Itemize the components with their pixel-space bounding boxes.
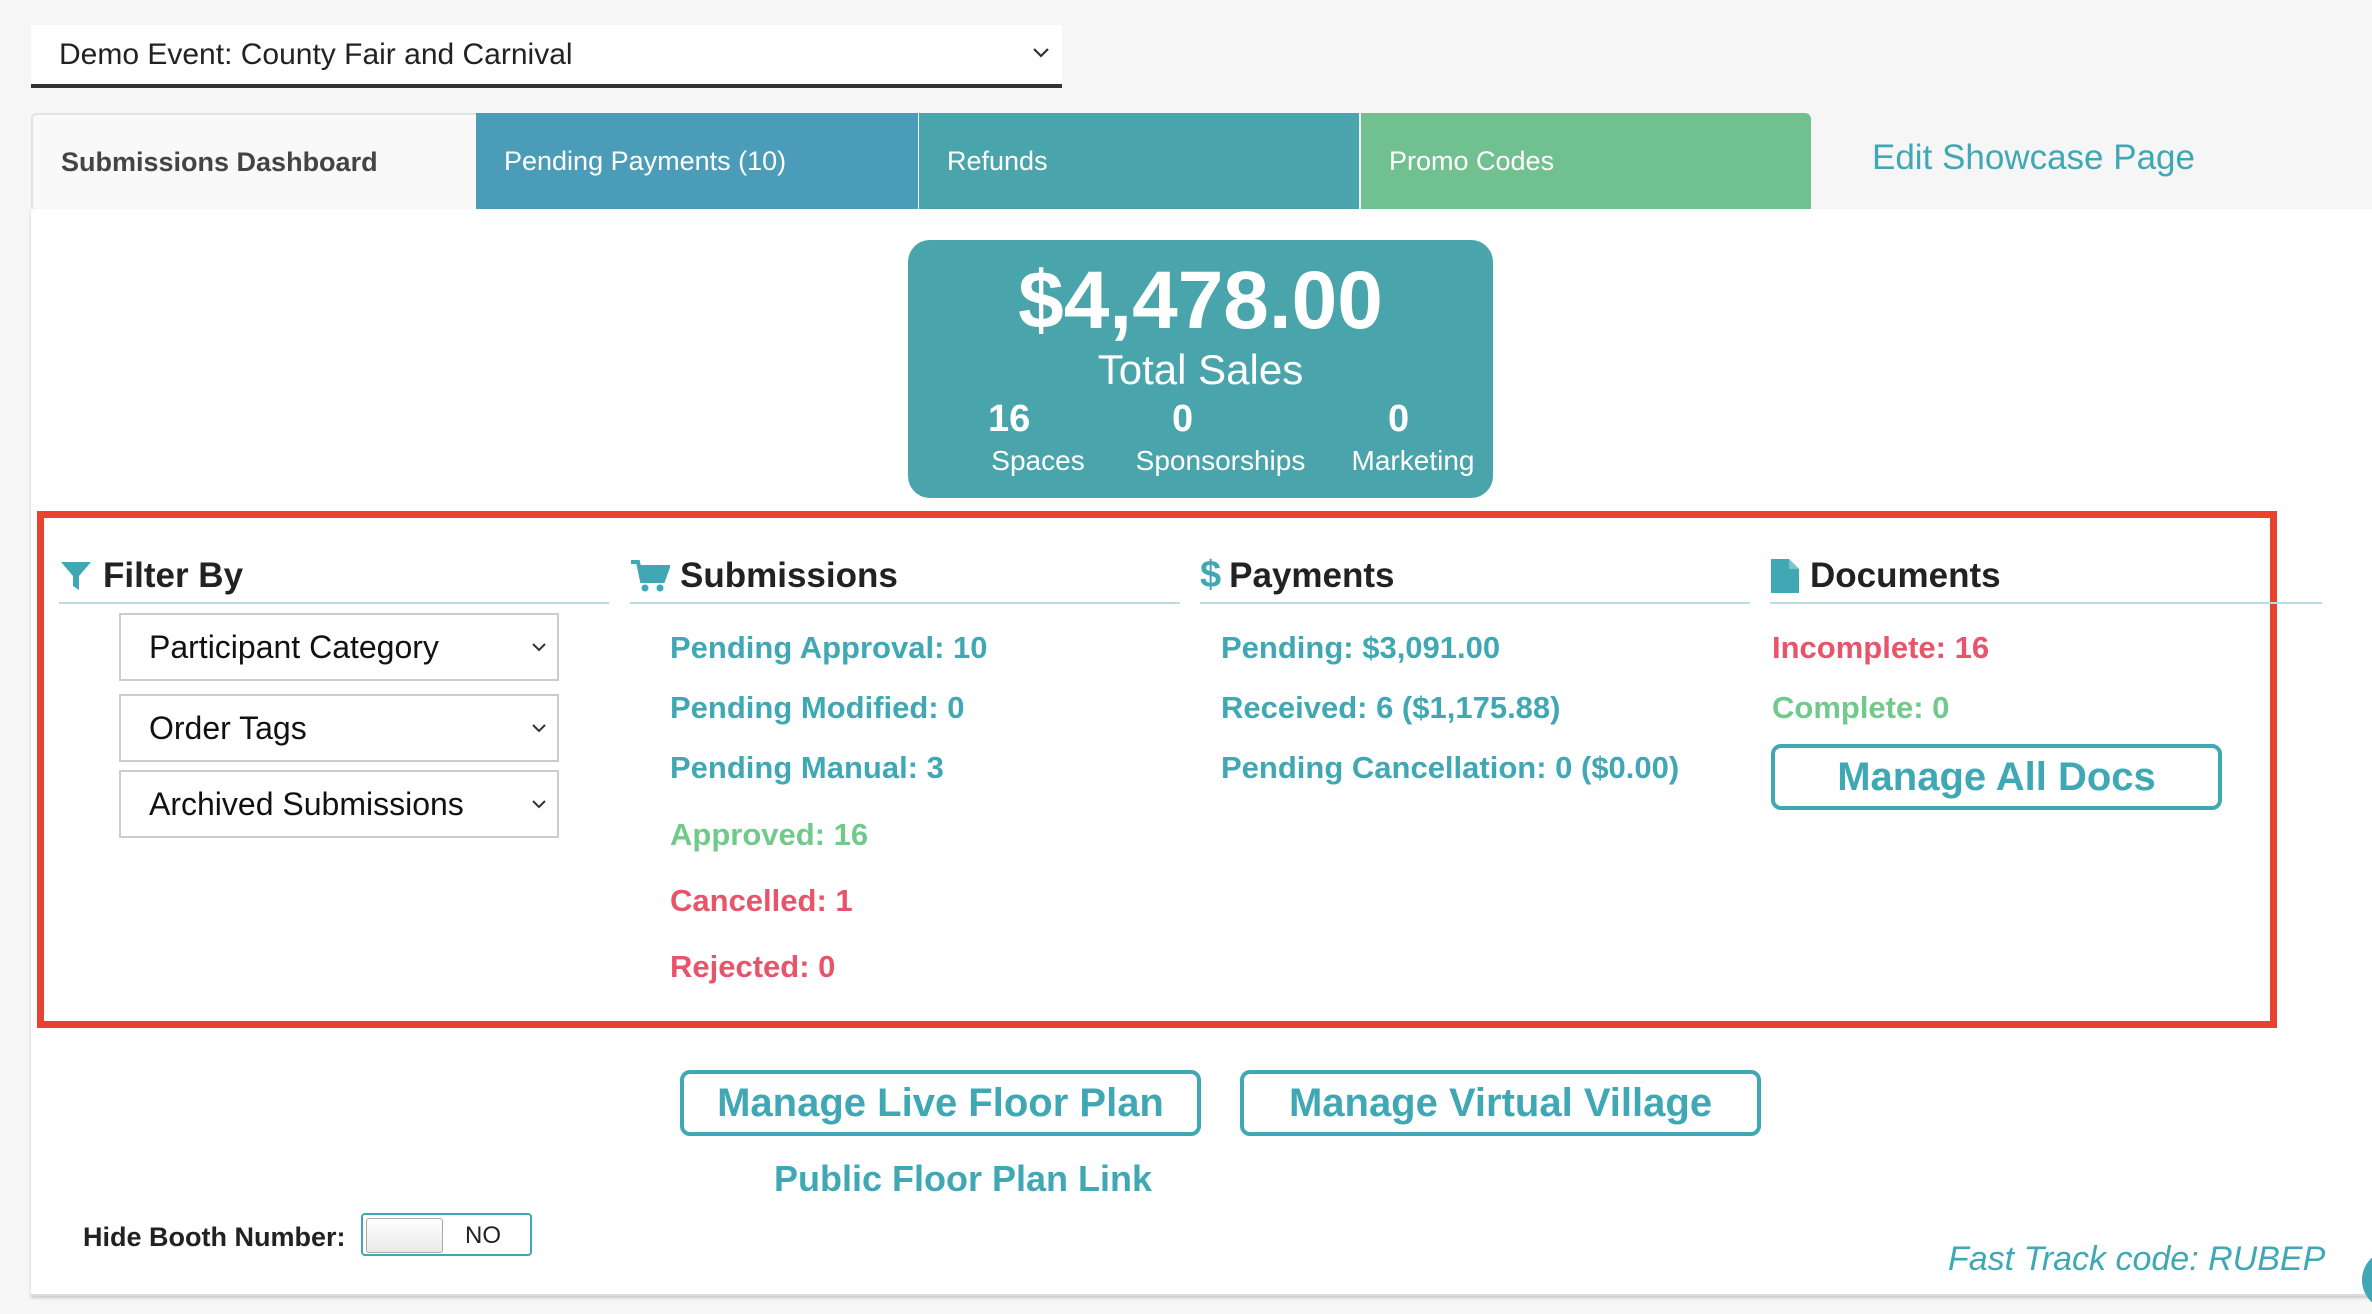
- section-title: Filter By: [103, 555, 244, 595]
- shopping-cart-icon: [631, 559, 670, 591]
- order-tags-select[interactable]: Order Tags: [119, 694, 559, 762]
- chevron-down-icon: [1033, 48, 1049, 58]
- payments-pending-link[interactable]: Pending: $3,091.00: [1221, 630, 1501, 665]
- stat-value: 0: [1388, 398, 1410, 440]
- tab-label: Submissions Dashboard: [61, 146, 378, 177]
- tab-label: Promo Codes: [1389, 145, 1555, 176]
- button-label: Manage Live Floor Plan: [717, 1080, 1164, 1125]
- section-title: Documents: [1810, 555, 2001, 595]
- stat-label: Spaces: [991, 445, 1085, 476]
- total-sales-label: Total Sales: [1097, 346, 1304, 393]
- event-select-value: Demo Event: County Fair and Carnival: [59, 37, 573, 71]
- tab-submissions-dashboard[interactable]: Submissions Dashboard: [31, 113, 476, 209]
- chevron-down-icon: [532, 724, 546, 733]
- fast-track-code: Fast Track code: RUBEP: [1948, 1240, 2326, 1278]
- stat-label: Marketing: [1351, 445, 1475, 476]
- filter-icon: [61, 561, 91, 590]
- pending-modified-link[interactable]: Pending Modified: 0: [670, 690, 965, 725]
- documents-incomplete-link[interactable]: Incomplete: 16: [1772, 630, 1990, 665]
- pending-approval-link[interactable]: Pending Approval: 10: [670, 630, 988, 665]
- total-sales-amount: $4,478.00: [1018, 255, 1383, 346]
- stat-value: 16: [988, 398, 1031, 440]
- archived-submissions-select[interactable]: Archived Submissions: [119, 770, 559, 838]
- payments-header: $ Payments: [1200, 549, 1750, 604]
- edit-showcase-page-link[interactable]: Edit Showcase Page: [1872, 128, 2195, 188]
- documents-header: Documents: [1770, 549, 2322, 604]
- pending-manual-link[interactable]: Pending Manual: 3: [670, 750, 944, 785]
- documents-complete-link[interactable]: Complete: 0: [1772, 690, 1950, 725]
- section-title: Payments: [1229, 555, 1395, 595]
- stat-spaces: 16 Spaces: [968, 398, 1108, 477]
- highlight-box: [37, 511, 2277, 1028]
- manage-virtual-village-button[interactable]: Manage Virtual Village: [1240, 1070, 1761, 1136]
- select-value: Participant Category: [149, 628, 439, 665]
- toggle-value: NO: [465, 1222, 501, 1249]
- select-value: Archived Submissions: [149, 785, 464, 822]
- cancelled-link[interactable]: Cancelled: 1: [670, 883, 853, 918]
- chevron-down-icon: [532, 800, 546, 809]
- payments-pending-cancellation-link[interactable]: Pending Cancellation: 0 ($0.00): [1221, 750, 1680, 785]
- event-select[interactable]: Demo Event: County Fair and Carnival: [31, 25, 1062, 88]
- stat-sponsorships: 0 Sponsorships: [1128, 398, 1313, 477]
- rejected-link[interactable]: Rejected: 0: [670, 949, 836, 984]
- tab-label: Pending Payments (10): [504, 145, 787, 176]
- select-value: Order Tags: [149, 709, 307, 746]
- tab-pending-payments[interactable]: Pending Payments (10): [476, 113, 918, 209]
- hide-booth-number-label: Hide Booth Number:: [83, 1222, 346, 1252]
- tab-label: Refunds: [947, 145, 1048, 176]
- filter-by-header: Filter By: [59, 549, 609, 604]
- participant-category-select[interactable]: Participant Category: [119, 613, 559, 681]
- stat-label: Sponsorships: [1135, 445, 1306, 476]
- tab-label: Edit Showcase Page: [1872, 138, 2195, 177]
- help-bubble[interactable]: [2362, 1250, 2372, 1310]
- public-floor-plan-link[interactable]: Public Floor Plan Link: [774, 1158, 1153, 1199]
- manage-live-floor-plan-button[interactable]: Manage Live Floor Plan: [680, 1070, 1201, 1136]
- dollar-icon: $: [1200, 554, 1222, 596]
- chevron-down-icon: [532, 643, 546, 652]
- toggle-knob[interactable]: [366, 1218, 443, 1253]
- payments-received-link[interactable]: Received: 6 ($1,175.88): [1221, 690, 1561, 725]
- total-sales-card: $4,478.00 Total Sales 16 Spaces 0 Sponso…: [908, 240, 1493, 498]
- tab-refunds[interactable]: Refunds: [919, 113, 1359, 209]
- button-label: Manage Virtual Village: [1288, 1080, 1713, 1125]
- tab-promo-codes[interactable]: Promo Codes: [1361, 113, 1811, 209]
- submissions-header: Submissions: [630, 549, 1180, 604]
- section-title: Submissions: [680, 555, 898, 595]
- stat-value: 0: [1172, 398, 1194, 440]
- manage-all-docs-button[interactable]: Manage All Docs: [1771, 744, 2222, 810]
- document-icon: [1771, 558, 1799, 593]
- stat-marketing: 0 Marketing: [1348, 398, 1478, 477]
- approved-link[interactable]: Approved: 16: [670, 817, 869, 852]
- hide-booth-number-toggle[interactable]: NO: [361, 1213, 532, 1256]
- button-label: Manage All Docs: [1837, 754, 2156, 799]
